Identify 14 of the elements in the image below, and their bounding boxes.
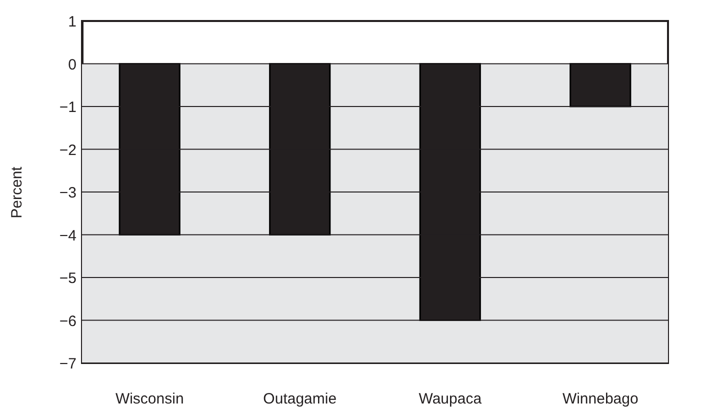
y-tick-label: −2 <box>59 142 76 159</box>
y-tick-label: −5 <box>59 270 76 287</box>
y-tick-label: −1 <box>59 99 76 116</box>
x-tick-label: Outagamie <box>263 390 337 408</box>
x-tick-label: Winnebago <box>562 390 638 408</box>
y-axis-title: Percent <box>8 166 26 218</box>
y-tick-label: 0 <box>68 56 76 74</box>
x-tick-label: Waupaca <box>418 390 482 408</box>
y-tick-label: −6 <box>59 312 76 330</box>
y-tick-label: 1 <box>68 14 76 30</box>
y-tick-label: −3 <box>59 184 76 202</box>
y-tick-label: −4 <box>59 227 76 244</box>
y-tick-label: −7 <box>59 356 76 372</box>
x-tick-label: Wisconsin <box>115 390 184 408</box>
